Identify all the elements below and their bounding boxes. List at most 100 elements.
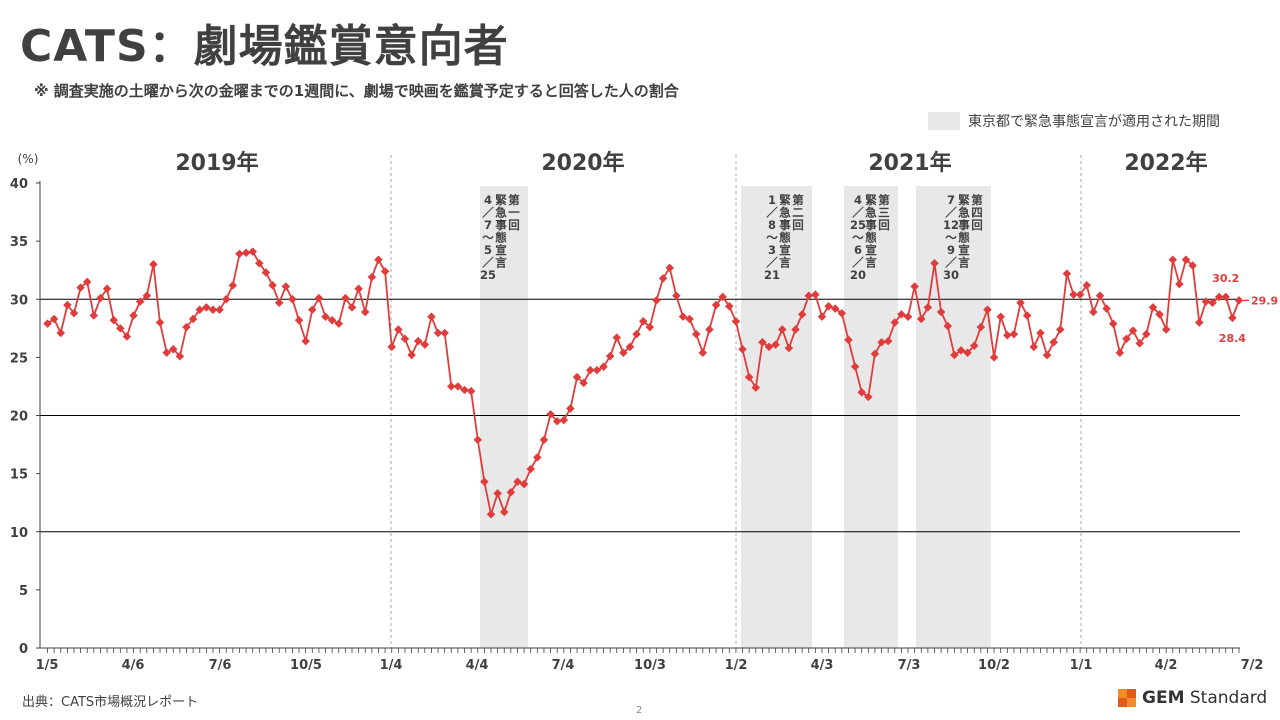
data-point — [274, 298, 284, 307]
svg-text:態: 態 — [958, 231, 970, 245]
data-point — [857, 388, 866, 397]
svg-text:態: 態 — [865, 231, 877, 245]
data-point — [1089, 307, 1098, 317]
data-point — [493, 489, 502, 498]
svg-text:25: 25 — [480, 268, 496, 282]
data-point — [89, 311, 99, 320]
y-tick-label: 0 — [19, 642, 28, 657]
data-point — [116, 324, 125, 333]
data-point — [447, 382, 456, 391]
data-point — [347, 303, 357, 312]
data-point — [255, 258, 264, 268]
data-point — [652, 296, 661, 305]
data-point — [1128, 326, 1138, 335]
source-note: 出典：CATS市場概況レポート — [22, 695, 199, 710]
svg-text:12: 12 — [943, 218, 959, 232]
svg-text:事: 事 — [779, 218, 791, 232]
svg-text:態: 態 — [779, 231, 791, 245]
svg-text:緊: 緊 — [958, 193, 970, 207]
svg-text:4: 4 — [854, 193, 862, 207]
y-tick-label: 40 — [10, 177, 28, 192]
svg-text:第: 第 — [792, 193, 804, 207]
data-point — [69, 308, 79, 318]
data-point — [1029, 342, 1039, 352]
svg-text:緊: 緊 — [779, 193, 791, 207]
data-point — [96, 293, 105, 303]
svg-text:4: 4 — [484, 193, 492, 207]
data-point — [466, 386, 476, 396]
svg-text:一: 一 — [508, 206, 520, 220]
data-point — [526, 464, 535, 474]
data-point — [1161, 325, 1171, 334]
data-point — [215, 305, 224, 314]
emergency-period-label: 緊急事態宣言 — [958, 193, 970, 270]
emergency-period-label: 4／7〜5／25 — [480, 193, 496, 282]
x-tick-label: 1/4 — [380, 658, 403, 673]
svg-text:20: 20 — [850, 268, 866, 282]
data-point — [1042, 350, 1052, 360]
data-point — [1175, 279, 1184, 289]
data-point — [473, 435, 483, 445]
data-point — [129, 311, 138, 320]
data-point — [1201, 297, 1211, 306]
data-point — [698, 348, 708, 357]
data-point — [976, 322, 986, 332]
data-point — [155, 318, 165, 327]
svg-text:事: 事 — [495, 218, 507, 232]
data-point — [877, 338, 886, 347]
y-tick-label: 20 — [10, 410, 28, 425]
data-point — [592, 365, 602, 375]
svg-text:〜: 〜 — [945, 231, 957, 245]
svg-text:〜: 〜 — [482, 231, 494, 245]
data-point — [453, 382, 463, 391]
data-point — [1069, 290, 1078, 299]
svg-text:回: 回 — [878, 218, 890, 232]
data-point — [1168, 255, 1178, 264]
year-label: 2021年 — [868, 150, 951, 176]
data-point — [897, 310, 906, 319]
data-point — [208, 305, 218, 314]
data-point — [188, 314, 198, 324]
data-point — [327, 315, 337, 325]
data-point — [883, 336, 893, 346]
x-tick-label: 1/2 — [725, 658, 748, 673]
svg-text:事: 事 — [865, 218, 877, 232]
data-point — [1009, 329, 1019, 339]
svg-text:宣: 宣 — [958, 243, 970, 257]
data-point — [380, 267, 390, 276]
data-point — [513, 477, 522, 487]
data-point — [1195, 318, 1204, 327]
data-label: 30.2 — [1212, 272, 1239, 285]
data-point — [685, 314, 694, 324]
x-tick-label: 4/6 — [122, 658, 145, 673]
data-point — [142, 291, 152, 301]
svg-text:9: 9 — [947, 243, 955, 257]
emergency-period-label: 緊急事態宣言 — [495, 193, 507, 270]
y-tick-label: 30 — [10, 293, 28, 308]
x-tick-label: 7/3 — [898, 658, 921, 673]
data-point — [440, 328, 449, 338]
data-point — [1208, 298, 1217, 307]
data-point — [632, 329, 641, 339]
data-point — [1115, 348, 1125, 357]
svg-text:1: 1 — [768, 193, 776, 207]
svg-text:／: ／ — [852, 206, 864, 220]
svg-text:回: 回 — [971, 218, 983, 232]
svg-text:第: 第 — [971, 193, 983, 207]
data-point — [970, 341, 979, 351]
data-point — [605, 351, 615, 361]
y-tick-label: 35 — [10, 235, 28, 250]
data-point — [1036, 328, 1045, 338]
data-point — [1095, 291, 1105, 301]
data-point — [936, 307, 946, 317]
svg-text:二: 二 — [792, 206, 804, 220]
data-point — [811, 290, 820, 299]
svg-text:／: ／ — [945, 206, 957, 220]
svg-text:宣: 宣 — [865, 243, 877, 257]
data-point — [195, 305, 204, 314]
data-point — [903, 312, 913, 321]
svg-text:緊: 緊 — [865, 193, 877, 207]
data-point — [228, 281, 238, 290]
data-point — [1181, 255, 1191, 264]
data-point — [341, 293, 350, 303]
